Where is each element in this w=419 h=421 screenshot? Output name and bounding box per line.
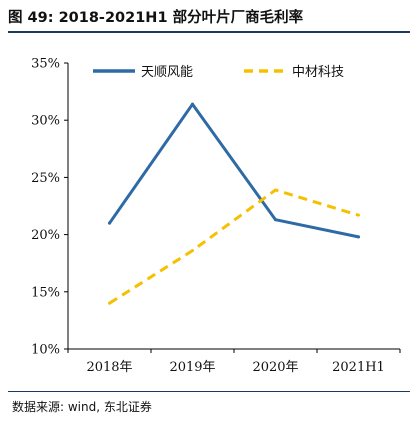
y-tick-label: 35% bbox=[31, 57, 60, 72]
legend-label: 天顺风能 bbox=[141, 65, 193, 80]
series-line-1 bbox=[108, 102, 360, 239]
data-point bbox=[191, 249, 194, 253]
y-tick-label: 25% bbox=[31, 171, 60, 186]
series-line-2 bbox=[108, 188, 359, 305]
y-axis: 10% 15% 20% 25% 30% 35% bbox=[31, 57, 69, 358]
y-tick-label: 15% bbox=[31, 285, 60, 300]
legend-label: 中材科技 bbox=[292, 65, 344, 80]
y-tick-label: 30% bbox=[31, 114, 60, 129]
x-tick-label: 2020年 bbox=[252, 360, 298, 375]
title-divider bbox=[8, 31, 410, 33]
y-tick-label: 10% bbox=[31, 343, 60, 358]
x-tick-label: 2021H1 bbox=[332, 360, 385, 375]
line-chart: 10% 15% 20% 25% 30% 35% 2018年 2019年 2020年 2021H1… bbox=[31, 57, 401, 375]
figure-title: 图 49: 2018-2021H1 部分叶片厂商毛利率 bbox=[8, 10, 304, 26]
x-tick-label: 2018年 bbox=[86, 360, 132, 375]
data-point bbox=[108, 301, 111, 305]
data-point bbox=[108, 221, 111, 225]
y-tick-label: 20% bbox=[31, 228, 60, 243]
series-layer bbox=[108, 102, 360, 305]
x-tick-label: 2019年 bbox=[169, 360, 215, 375]
data-point bbox=[274, 218, 277, 222]
footer-divider bbox=[8, 391, 410, 392]
data-point bbox=[274, 188, 277, 192]
data-point bbox=[191, 102, 194, 106]
legend: 天顺风能 中材科技 bbox=[93, 65, 344, 80]
x-axis: 2018年 2019年 2020年 2021H1 bbox=[67, 348, 401, 375]
data-point bbox=[357, 235, 360, 239]
figure-header: 图 49: 2018-2021H1 部分叶片厂商毛利率 bbox=[8, 6, 410, 33]
data-point bbox=[357, 213, 360, 217]
source-note: 数据来源: wind, 东北证券 bbox=[12, 400, 152, 414]
